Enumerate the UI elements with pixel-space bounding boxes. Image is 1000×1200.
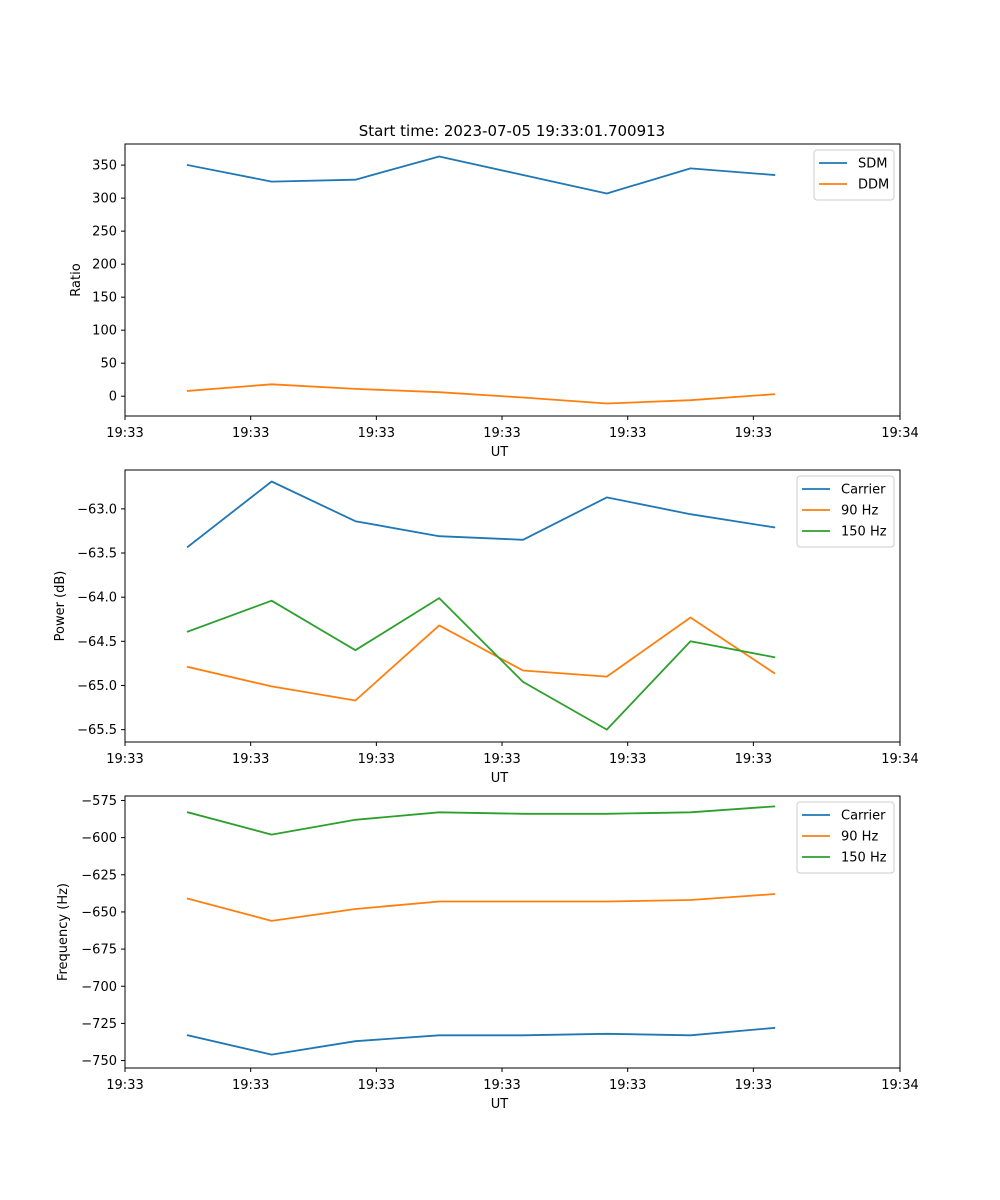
x-tick-label: 19:34 (881, 752, 918, 767)
y-tick-label: −63.0 (77, 502, 117, 517)
x-axis-label: UT (491, 1097, 509, 1112)
x-axis-label: UT (491, 771, 509, 786)
x-tick-label: 19:33 (358, 426, 395, 441)
x-tick-label: 19:33 (232, 752, 269, 767)
y-tick-label: 50 (100, 357, 117, 372)
x-tick-label: 19:33 (609, 752, 646, 767)
y-tick-label: 350 (92, 159, 117, 174)
x-tick-label: 19:33 (735, 426, 772, 441)
x-tick-label: 19:33 (609, 426, 646, 441)
x-tick-label: 19:33 (483, 426, 520, 441)
panel-frequency: 19:33 19:33 19:33 19:33 19:33 19:33 19:34 −575 −… (56, 794, 919, 1112)
y-tick-label: −650 (81, 905, 117, 920)
series-line-90-hz (186, 893, 776, 922)
series-line-carrier (186, 480, 776, 549)
panel-power: 19:33 19:33 19:33 19:33 19:33 19:33 19:34 −63.0… (53, 469, 919, 786)
series-line-ddm (186, 383, 776, 405)
panel-ratio: 19:33 19:33 19:33 19:33 19:33 19:33 19:34 0 50 10… (69, 143, 919, 460)
y-tick-label: −600 (81, 831, 117, 846)
series-line-carrier (186, 1026, 776, 1056)
x-tick-label: 19:34 (881, 1078, 918, 1093)
x-tick-label: 19:33 (358, 752, 395, 767)
y-tick-label: 150 (92, 291, 117, 306)
axes-frame (124, 469, 901, 743)
legend-label: Carrier (841, 809, 886, 824)
series-line-150-hz (186, 597, 776, 731)
y-tick-label: −64.5 (77, 635, 117, 650)
axes-frame (124, 143, 901, 417)
axes-frame (124, 795, 901, 1069)
y-tick-label: −64.0 (77, 591, 117, 606)
legend: SDM DDM (813, 149, 895, 201)
legend-label: SDM (858, 157, 887, 172)
y-tick-label: −65.0 (77, 679, 117, 694)
legend-box (796, 475, 895, 548)
y-axis-label: Frequency (Hz) (56, 883, 71, 981)
y-tick-label: 300 (92, 192, 117, 207)
series-line-150-hz (186, 805, 776, 836)
legend: Carrier 90 Hz 150 Hz (796, 801, 895, 874)
legend-label: 90 Hz (841, 504, 878, 519)
y-tick-label: −675 (81, 943, 117, 958)
x-tick-label: 19:33 (358, 1078, 395, 1093)
x-tick-label: 19:33 (483, 752, 520, 767)
series-line-sdm (186, 155, 776, 195)
legend-label: 150 Hz (841, 851, 887, 866)
y-tick-label: −700 (81, 980, 117, 995)
y-tick-label: 250 (92, 225, 117, 240)
x-tick-label: 19:33 (735, 752, 772, 767)
legend-label: DDM (858, 178, 889, 193)
y-tick-label: −725 (81, 1017, 117, 1032)
y-tick-label: 0 (109, 390, 117, 405)
legend-box (796, 801, 895, 874)
x-tick-label: 19:33 (735, 1078, 772, 1093)
x-tick-label: 19:33 (232, 426, 269, 441)
legend-label: 90 Hz (841, 830, 878, 845)
legend-label: 150 Hz (841, 525, 887, 540)
y-tick-label: −63.5 (77, 547, 117, 562)
y-axis-label: Power (dB) (53, 571, 68, 642)
y-tick-label: −65.5 (77, 723, 117, 738)
y-tick-label: −575 (81, 794, 117, 809)
legend: Carrier 90 Hz 150 Hz (796, 475, 895, 548)
y-tick-label: 100 (92, 324, 117, 339)
figure-title: Start time: 2023-07-05 19:33:01.700913 (359, 122, 665, 140)
y-tick-label: −625 (81, 868, 117, 883)
y-axis-label: Ratio (69, 263, 84, 296)
x-tick-label: 19:33 (232, 1078, 269, 1093)
x-tick-label: 19:33 (609, 1078, 646, 1093)
x-tick-label: 19:33 (106, 1078, 143, 1093)
legend-label: Carrier (841, 483, 886, 498)
x-tick-label: 19:33 (106, 752, 143, 767)
x-tick-label: 19:34 (881, 426, 918, 441)
series-line-90-hz (186, 616, 776, 702)
x-tick-label: 19:33 (106, 426, 143, 441)
x-axis-label: UT (491, 445, 509, 460)
y-tick-label: 200 (92, 258, 117, 273)
y-tick-label: −750 (81, 1054, 117, 1069)
x-tick-label: 19:33 (483, 1078, 520, 1093)
